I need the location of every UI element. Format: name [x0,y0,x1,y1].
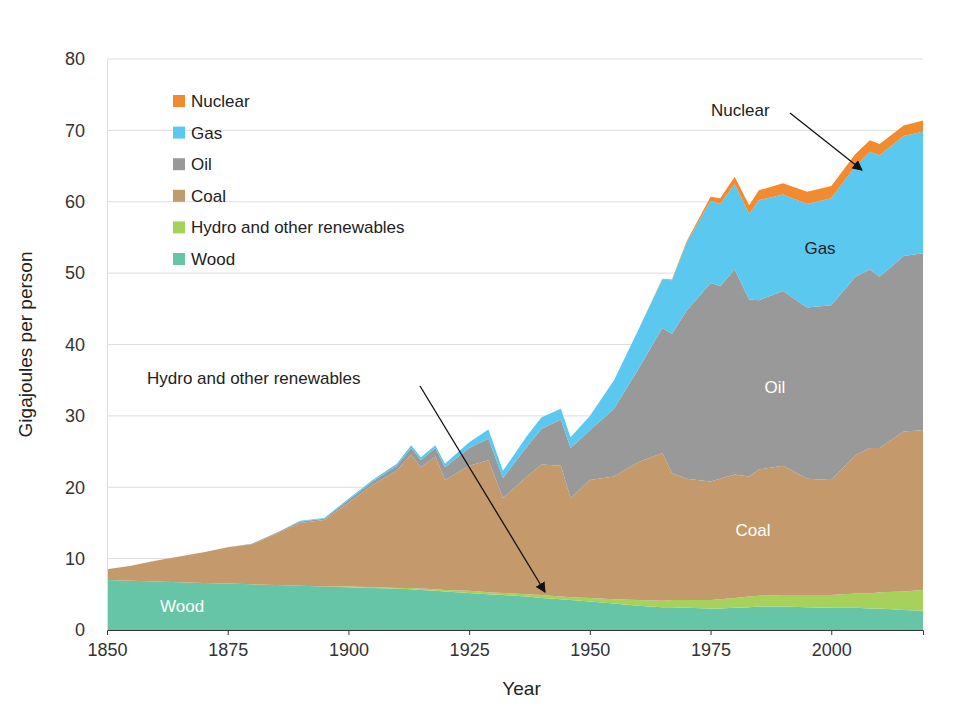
legend-swatch [173,127,185,139]
y-tick: 60 [65,192,107,212]
legend-swatch [173,190,185,202]
y-tick: 40 [65,335,107,355]
annotation: Coal [736,521,771,540]
x-tick-mark [831,630,832,635]
y-axis-line [107,60,108,631]
y-tick-label: 40 [65,335,85,355]
areas [107,120,923,630]
legend-label: Oil [191,155,212,174]
y-tick-label: 10 [65,549,85,569]
x-tick: 1975 [691,630,731,660]
annotation: Wood [160,597,204,616]
plot: 1850 1875 1900 1925 1950 1975 2000 0 10 20 30 40 50 6… [65,49,924,660]
x-tick-label: 1875 [208,640,248,660]
y-axis: 0 10 20 30 40 50 60 70 80 [65,49,108,640]
legend-label: Hydro and other renewables [191,218,405,237]
x-tick: 2000 [812,630,852,660]
x-tick-label: 1950 [570,640,610,660]
x-tick-label: 1900 [329,640,369,660]
y-tick-label: 60 [65,192,85,212]
y-tick: 50 [65,263,107,283]
x-tick: 1950 [570,630,610,660]
y-tick-label: 0 [75,620,85,640]
y-tick-label: 70 [65,121,85,141]
y-tick: 30 [65,406,107,426]
legend-swatch [173,253,185,265]
y-axis-title: Gigajoules per person [15,252,36,438]
legend-label: Gas [191,124,222,143]
y-tick-label: 50 [65,263,85,283]
y-tick: 80 [65,49,107,69]
y-tick: 10 [65,549,107,569]
grid [107,59,923,630]
x-tick-label: 1975 [691,640,731,660]
legend-swatch [173,221,185,233]
annotation-arrow [790,113,862,170]
x-tick-mark [711,630,712,635]
x-tick-mark [348,630,349,635]
y-tick: 0 [75,620,107,640]
legend-swatch [173,158,185,170]
y-tick-label: 20 [65,478,85,498]
area [107,120,923,569]
annotation: Oil [765,378,786,397]
x-tick-mark [228,630,229,635]
annotation: Hydro and other renewables [147,369,361,388]
x-tick: 1925 [450,630,490,660]
x-tick-mark [107,630,108,635]
x-tick: 1875 [208,630,248,660]
x-axis: 1850 1875 1900 1925 1950 1975 2000 [87,630,923,660]
annotation: Gas [804,239,835,258]
x-axis-title: Year [502,678,541,699]
x-axis-line [108,631,924,636]
x-tick-mark [469,630,470,635]
y-tick: 70 [65,121,107,141]
grid-line [107,130,923,131]
grid-line [107,59,923,60]
x-tick-label: 2000 [812,640,852,660]
y-tick-label: 30 [65,406,85,426]
x-tick-mark [590,630,591,635]
x-tick-label: 1850 [87,640,127,660]
annotation-arrow [420,386,545,592]
annotation: Nuclear [711,101,770,120]
y-tick-label: 80 [65,49,85,69]
x-tick: 1850 [87,630,127,660]
chart: 1850 1875 1900 1925 1950 1975 2000 0 10 20 30 40 50 6… [0,0,965,717]
y-tick: 20 [65,478,107,498]
x-tick-label: 1925 [450,640,490,660]
legend-swatch [173,95,185,107]
x-tick: 1900 [329,630,369,660]
legend: Nuclear Gas Oil Coal Hydro and other renewab… [173,92,405,269]
legend-label: Nuclear [191,92,250,111]
legend-label: Coal [191,187,226,206]
legend-label: Wood [191,250,235,269]
annotations: Nuclear Gas Oil Coal Hydro and other renewab… [147,101,862,616]
